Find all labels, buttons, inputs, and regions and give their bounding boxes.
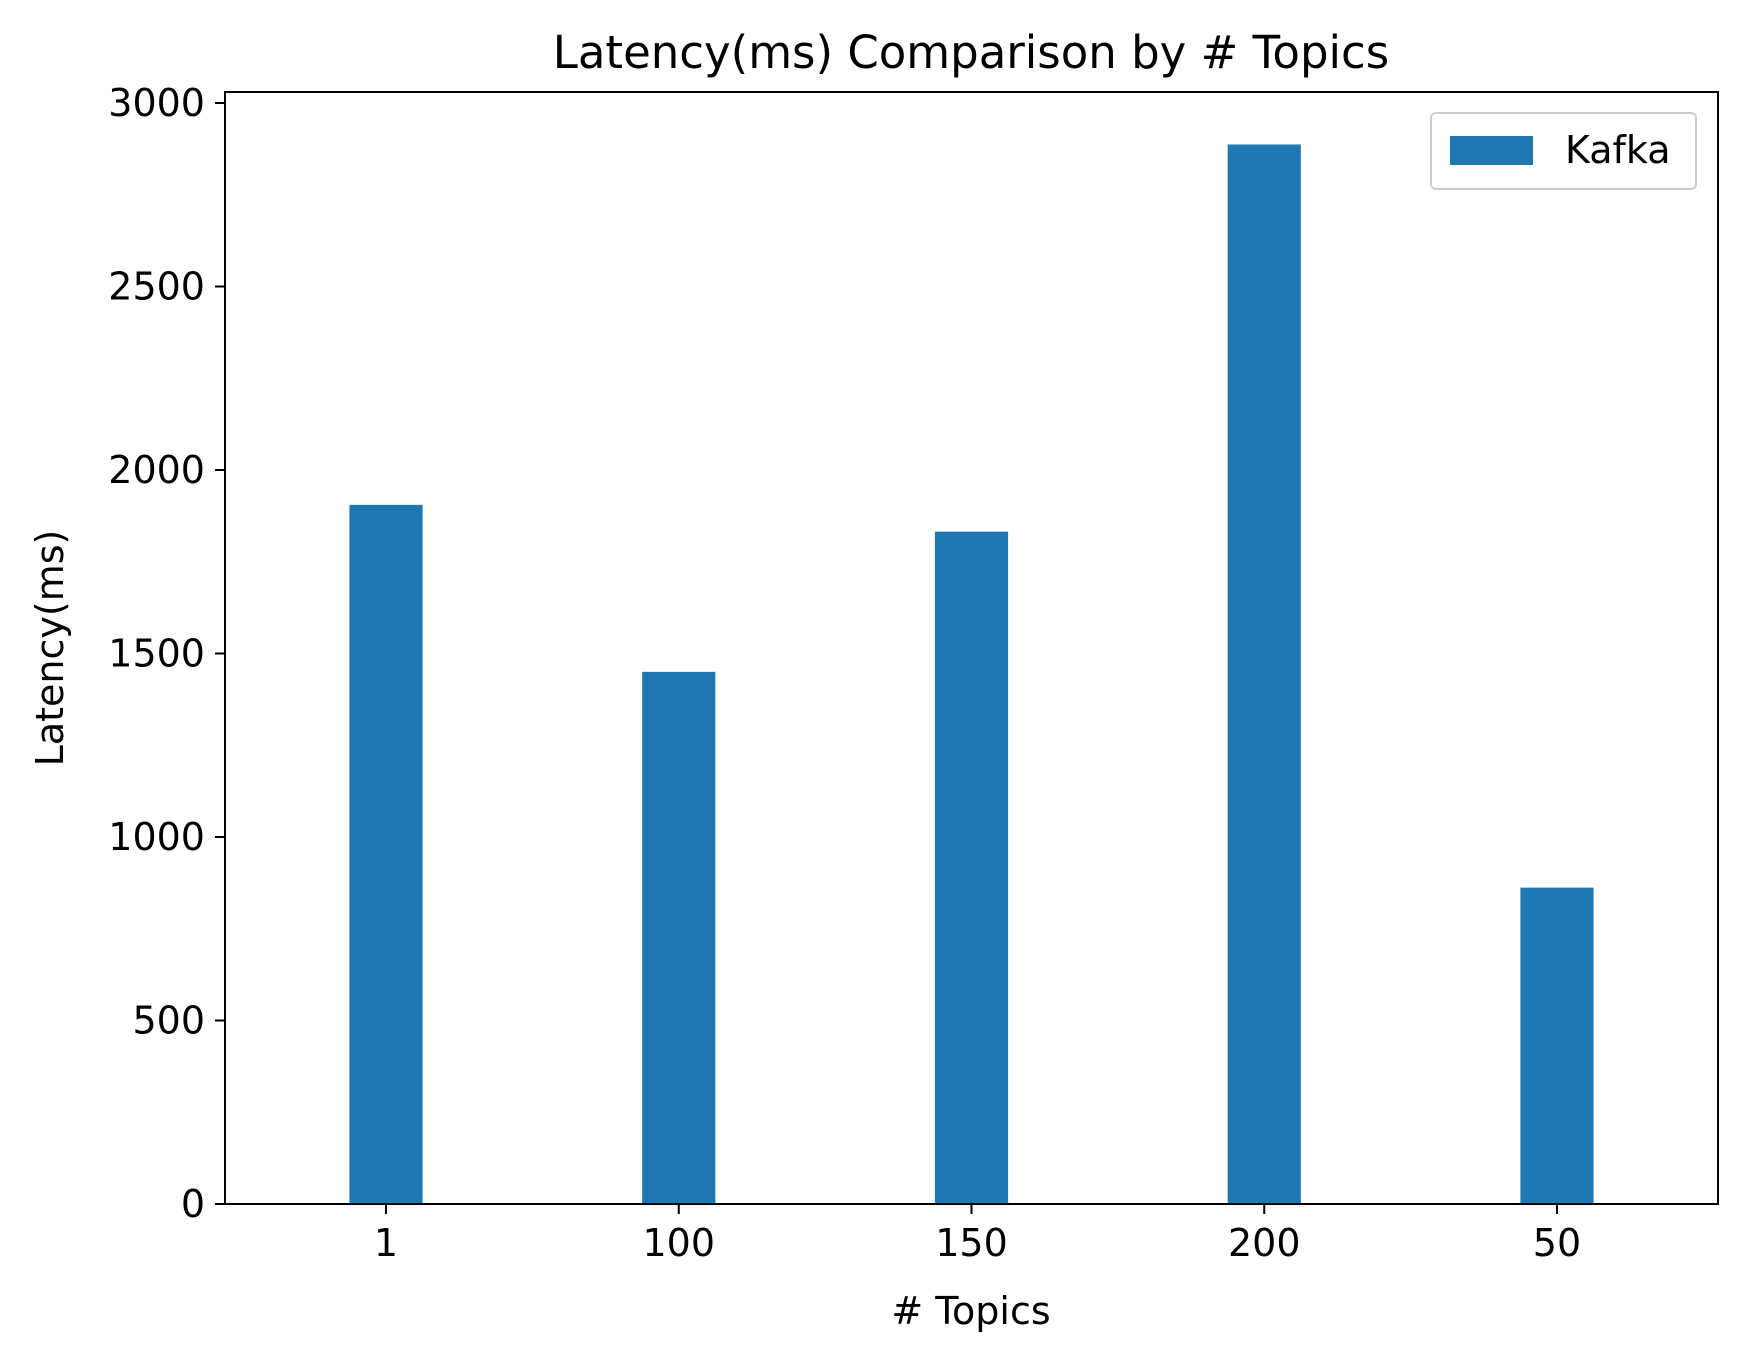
y-axis-title: Latency(ms) — [28, 530, 72, 767]
y-tick-label: 2000 — [108, 448, 205, 492]
legend: Kafka — [1430, 112, 1697, 190]
legend-frame — [1430, 112, 1697, 190]
legend-swatch — [1450, 136, 1533, 165]
x-tick-label: 200 — [1228, 1221, 1301, 1265]
y-axis-ticks: 0 500 1000 1500 2000 2500 3000 — [108, 81, 225, 1226]
bar-150 — [934, 531, 1009, 1204]
x-tick-label: 100 — [642, 1221, 715, 1265]
y-tick-label: 1000 — [108, 815, 205, 859]
x-tick-label: 1 — [374, 1221, 398, 1265]
bar-50 — [1520, 887, 1594, 1204]
x-tick-label: 150 — [935, 1221, 1008, 1265]
x-axis-ticks: 1 100 150 200 50 — [374, 1204, 1581, 1265]
y-tick-label: 500 — [132, 999, 205, 1043]
legend-label: Kafka — [1565, 128, 1671, 172]
y-tick-label: 0 — [181, 1182, 205, 1226]
chart-title: Latency(ms) Comparison by # Topics — [553, 26, 1389, 79]
bar-200 — [1227, 144, 1301, 1205]
bar-100 — [642, 671, 716, 1204]
y-tick-label: 3000 — [108, 81, 205, 125]
x-axis-title: # Topics — [891, 1289, 1050, 1333]
bar-1 — [349, 504, 423, 1204]
y-tick-label: 1500 — [108, 632, 205, 676]
plot-frame — [224, 91, 1719, 1205]
x-tick-label: 50 — [1533, 1221, 1581, 1265]
y-tick-label: 2500 — [108, 265, 205, 309]
bars-group — [349, 144, 1594, 1205]
